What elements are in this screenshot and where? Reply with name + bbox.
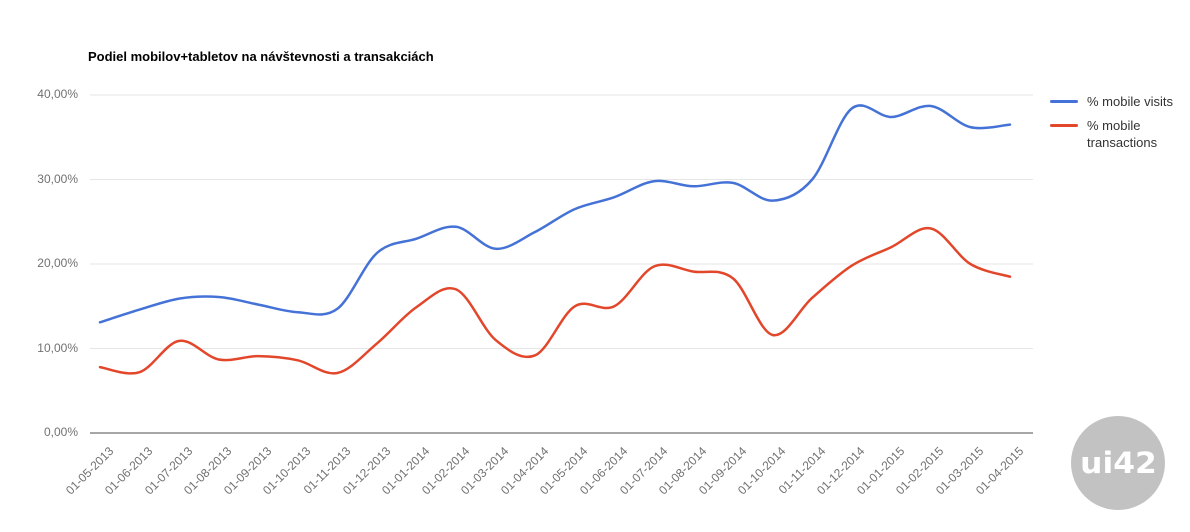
legend-item-mobile-visits: % mobile visits [1050, 93, 1190, 110]
watermark-logo: ui42 [1071, 416, 1165, 510]
legend-label-mobile-visits: % mobile visits [1087, 94, 1173, 109]
y-tick-label: 0,00% [43, 425, 78, 439]
series-line-mobile-transactions[interactable] [98, 226, 1012, 375]
chart-title: Podiel mobilov+tabletov na návštevnosti … [88, 49, 434, 64]
y-tick-label: 10,00% [37, 340, 78, 355]
legend: % mobile visits % mobile transactions [1050, 93, 1190, 158]
y-tick-label: 30,00% [37, 171, 78, 186]
y-tick-label: 40,00% [37, 87, 78, 101]
watermark-logo-text: ui42 [1079, 446, 1157, 480]
series-line-mobile-visits[interactable] [98, 104, 1012, 324]
y-tick-label: 20,00% [37, 256, 78, 270]
legend-item-mobile-transactions: % mobile transactions [1050, 117, 1190, 151]
legend-label-mobile-transactions: % mobile transactions [1087, 118, 1158, 150]
legend-swatch-mobile-transactions [1050, 124, 1078, 127]
legend-swatch-mobile-visits [1050, 100, 1078, 103]
